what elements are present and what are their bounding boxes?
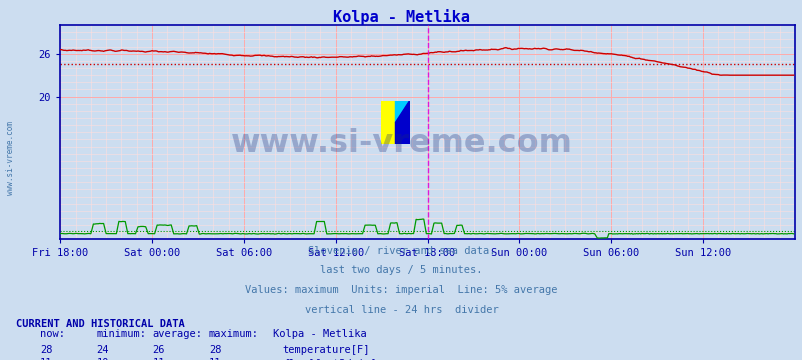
Text: 10: 10 (96, 358, 109, 360)
Text: flow[foot3/min]: flow[foot3/min] (282, 358, 376, 360)
Text: temperature[F]: temperature[F] (282, 345, 370, 355)
Text: www.si-vreme.com: www.si-vreme.com (6, 121, 15, 195)
Text: Kolpa - Metlika: Kolpa - Metlika (333, 9, 469, 25)
Text: 28: 28 (209, 345, 221, 355)
Text: now:: now: (40, 329, 65, 339)
Polygon shape (395, 101, 409, 122)
Bar (381, 101, 395, 144)
Text: 11: 11 (152, 358, 165, 360)
Text: last two days / 5 minutes.: last two days / 5 minutes. (320, 265, 482, 275)
Text: Kolpa - Metlika: Kolpa - Metlika (273, 329, 367, 339)
Text: 11: 11 (40, 358, 53, 360)
Text: minimum:: minimum: (96, 329, 146, 339)
Text: www.si-vreme.com: www.si-vreme.com (230, 129, 572, 159)
Text: Values: maximum  Units: imperial  Line: 5% average: Values: maximum Units: imperial Line: 5%… (245, 285, 557, 295)
Text: 26: 26 (152, 345, 165, 355)
Text: 11: 11 (209, 358, 221, 360)
Polygon shape (395, 101, 409, 144)
Text: maximum:: maximum: (209, 329, 258, 339)
Text: 24: 24 (96, 345, 109, 355)
Text: vertical line - 24 hrs  divider: vertical line - 24 hrs divider (304, 305, 498, 315)
Text: average:: average: (152, 329, 202, 339)
Text: CURRENT AND HISTORICAL DATA: CURRENT AND HISTORICAL DATA (16, 319, 184, 329)
Text: 28: 28 (40, 345, 53, 355)
Text: Slovenia / river and sea data.: Slovenia / river and sea data. (307, 246, 495, 256)
